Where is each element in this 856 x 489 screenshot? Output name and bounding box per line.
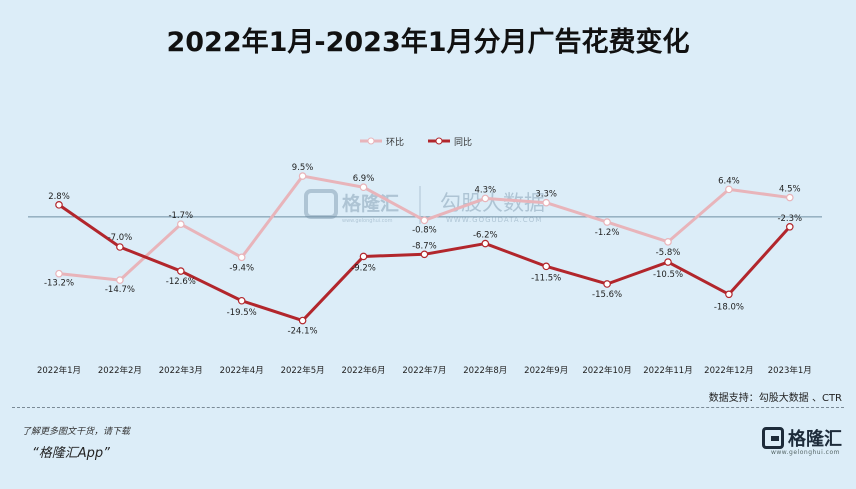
data-label: -9.4% <box>229 263 254 273</box>
data-point <box>177 220 185 229</box>
series-1: -13.2% -14.7% -1.7% -9.4% 9.5% 6.9% -0.8% 4.3% 3… <box>44 163 801 295</box>
legend: 环比 同比 <box>360 136 472 148</box>
data-point <box>603 280 611 288</box>
data-point <box>359 252 368 261</box>
data-label: 6.9% <box>353 174 375 184</box>
data-point <box>237 296 246 305</box>
watermark-logo-icon <box>304 189 338 219</box>
x-tick-label: 2022年6月 <box>341 365 385 376</box>
series-2: 2.8% -7.0% -12.6% -19.5% -24.1% -9.2% -8.7% -6.… <box>48 192 802 337</box>
data-label: -2.3% <box>777 214 802 224</box>
brand-g-icon <box>762 427 784 449</box>
x-axis: 2022年1月 2022年2月 2022年3月 2022年4月 2022年5月 2022年… <box>37 365 812 376</box>
data-label: 9.5% <box>292 163 314 173</box>
x-tick-label: 2023年1月 <box>768 365 812 376</box>
legend-label-2: 同比 <box>454 136 472 148</box>
data-point <box>725 290 733 299</box>
data-point <box>785 193 794 202</box>
data-source: 数据支持：勾股大数据 、CTR <box>708 393 842 404</box>
data-point <box>481 194 490 203</box>
data-point <box>420 250 429 259</box>
x-tick-label: 2022年9月 <box>524 365 568 376</box>
data-point <box>481 239 490 248</box>
footer-divider <box>12 407 844 408</box>
data-label: -18.0% <box>714 302 744 312</box>
data-point <box>542 198 551 207</box>
download-promo: 了解更多图文干货，请下载 <box>22 427 131 437</box>
line-chart: 格隆汇www.gelonghui.com勾股大数据WWW.GOGUDATA.CO… <box>28 136 822 376</box>
data-point <box>603 218 611 226</box>
data-point <box>237 253 246 262</box>
data-label: 4.5% <box>779 185 801 195</box>
data-label: -7.0% <box>108 233 133 243</box>
data-label: -11.5% <box>531 273 561 283</box>
data-label: 4.3% <box>474 185 496 195</box>
data-label: -6.2% <box>473 231 498 241</box>
data-label: -1.7% <box>168 211 193 221</box>
data-point <box>177 267 185 275</box>
data-label: 6.4% <box>718 176 740 186</box>
data-label: -13.2% <box>44 279 74 289</box>
data-point <box>542 262 551 271</box>
data-label: -19.5% <box>227 308 257 318</box>
watermark-name: 勾股大数据 <box>440 191 545 215</box>
x-tick-label: 2022年7月 <box>402 365 446 376</box>
watermark-brand-url: www.gelonghui.com <box>342 218 393 224</box>
chart-title: 2022年1月-2023年1月分月广告花费变化 <box>166 27 690 58</box>
data-point <box>298 316 307 325</box>
data-label: 2.8% <box>48 192 70 202</box>
app-name: “格隆汇App” <box>32 446 110 461</box>
x-tick-label: 2022年2月 <box>98 365 142 376</box>
x-tick-label: 2022年8月 <box>463 365 507 376</box>
data-label: 3.3% <box>535 190 557 200</box>
x-tick-label: 2022年4月 <box>220 365 264 376</box>
data-point <box>116 276 124 284</box>
x-tick-label: 2022年3月 <box>159 365 203 376</box>
data-label: -1.2% <box>595 228 620 238</box>
x-tick-label: 2022年12月 <box>704 365 753 376</box>
data-label: -5.8% <box>656 248 681 258</box>
data-label: -9.2% <box>351 263 376 273</box>
data-point <box>55 201 63 209</box>
series-layer: -13.2% -14.7% -1.7% -9.4% 9.5% 6.9% -0.8% 4.3% 3… <box>44 163 802 336</box>
data-point <box>725 185 733 194</box>
data-point <box>55 269 63 278</box>
x-tick-label: 2022年11月 <box>643 365 692 376</box>
data-point <box>664 258 672 266</box>
data-label: -14.7% <box>105 285 135 295</box>
x-tick-label: 2022年1月 <box>37 365 81 376</box>
data-point <box>664 238 672 246</box>
brand-name: 格隆汇 <box>788 429 842 450</box>
data-label: -24.1% <box>288 327 318 337</box>
legend-marker-2 <box>435 137 443 145</box>
data-label: -12.6% <box>166 277 196 287</box>
data-label: -10.5% <box>653 270 683 280</box>
data-label: -8.7% <box>412 241 437 251</box>
data-label: -0.8% <box>412 225 437 235</box>
x-tick-label: 2022年5月 <box>281 365 325 376</box>
data-point <box>785 222 794 231</box>
data-point <box>420 216 429 225</box>
brand-url: www.gelonghui.com <box>770 449 840 456</box>
watermark-url: WWW.GOGUDATA.COM <box>446 216 542 224</box>
legend-label-1: 环比 <box>386 136 404 148</box>
data-label: -15.6% <box>592 290 622 300</box>
data-point <box>298 172 307 180</box>
data-point <box>116 243 124 251</box>
data-point <box>359 183 368 192</box>
brand-logo: 格隆汇 <box>762 425 842 451</box>
x-tick-label: 2022年10月 <box>582 365 631 376</box>
legend-marker-1 <box>367 137 375 145</box>
